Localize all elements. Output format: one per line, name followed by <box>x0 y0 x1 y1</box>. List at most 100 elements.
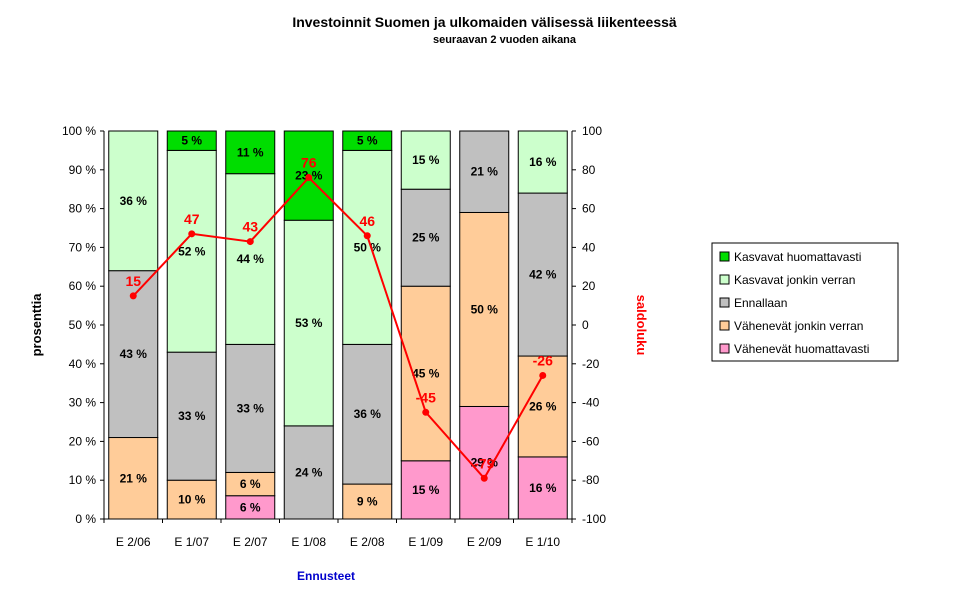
y-tick-label: 100 % <box>62 124 96 138</box>
bar-segment <box>225 343 276 473</box>
y2-tick-label: 60 <box>582 202 596 216</box>
bar-segment <box>400 188 451 287</box>
y-tick-label: 70 % <box>69 240 97 254</box>
saldo-point <box>305 174 313 182</box>
bar-data-label: 43 % <box>120 347 148 361</box>
y2-axis-title: saldoluku <box>634 295 649 356</box>
saldo-data-label: 46 <box>359 213 375 229</box>
y2-tick-label: -80 <box>582 473 600 487</box>
x-tick-label: E 2/06 <box>116 535 151 549</box>
legend-swatch <box>719 343 730 354</box>
saldo-data-label: 43 <box>242 219 258 235</box>
saldo-data-label: -45 <box>416 389 436 405</box>
chart-title: Investoinnit Suomen ja ulkomaiden välise… <box>292 14 677 30</box>
bar-segment <box>342 130 393 151</box>
bar-segment <box>166 130 217 151</box>
saldo-data-label: 47 <box>184 211 200 227</box>
bar-data-label: 52 % <box>178 244 206 258</box>
legend-swatch <box>719 251 730 262</box>
bar-data-label: 6 % <box>240 500 261 514</box>
bar-data-label: 53 % <box>295 316 323 330</box>
y-tick-label: 80 % <box>69 202 97 216</box>
saldo-point <box>480 474 488 482</box>
x-tick-label: E 2/09 <box>467 535 502 549</box>
saldo-point <box>363 232 371 240</box>
bar-segment <box>108 130 159 272</box>
chart-subtitle: seuraavan 2 vuoden aikana <box>432 34 577 46</box>
bar-segment <box>342 149 393 345</box>
saldo-point <box>422 408 430 416</box>
legend-box <box>711 242 899 362</box>
saldo-data-label: 15 <box>125 273 141 289</box>
legend-label: Ennallaan <box>734 296 787 310</box>
saldo-data-label: 76 <box>301 155 317 171</box>
bar-segment <box>342 343 393 485</box>
saldo-point <box>188 230 196 238</box>
bar-data-label: 6 % <box>240 477 261 491</box>
y-axis-title: prosenttia <box>29 293 44 357</box>
bar-data-label: 9 % <box>357 495 378 509</box>
y-tick-label: 40 % <box>69 357 97 371</box>
bar-data-label: 5 % <box>357 134 378 148</box>
legend-label: Vähenevät jonkin verran <box>734 319 863 333</box>
y2-tick-label: 40 <box>582 240 596 254</box>
bar-data-label: 24 % <box>295 465 323 479</box>
saldo-point <box>539 371 547 379</box>
saldo-point <box>246 238 254 246</box>
bar-data-label: 15 % <box>412 483 440 497</box>
bar-segment <box>225 130 276 175</box>
bar-data-label: 45 % <box>412 367 440 381</box>
y-tick-label: 50 % <box>69 318 97 332</box>
bar-segment <box>400 460 451 520</box>
y-tick-label: 90 % <box>69 163 97 177</box>
bar-segment <box>517 130 568 194</box>
legend-label: Kasvavat huomattavasti <box>734 250 861 264</box>
y-tick-label: 20 % <box>69 434 97 448</box>
bar-segment <box>517 192 568 357</box>
x-tick-label: E 1/07 <box>174 535 209 549</box>
bar-segment <box>225 173 276 345</box>
y2-tick-label: -40 <box>582 396 600 410</box>
x-tick-label: E 1/08 <box>291 535 326 549</box>
x-tick-label: E 1/09 <box>408 535 443 549</box>
y2-tick-label: -60 <box>582 434 600 448</box>
legend-swatch <box>719 320 730 331</box>
bar-segment <box>400 130 451 190</box>
bar-data-label: 26 % <box>529 399 557 413</box>
bar-segment <box>459 130 510 213</box>
bar-data-label: 21 % <box>120 471 148 485</box>
bar-data-label: 44 % <box>237 252 265 266</box>
x-tick-label: E 2/07 <box>233 535 268 549</box>
x-tick-label: E 2/08 <box>350 535 385 549</box>
y-tick-label: 0 % <box>75 512 96 526</box>
bar-segment <box>459 211 510 407</box>
x-tick-label: E 1/10 <box>525 535 560 549</box>
y2-tick-label: -20 <box>582 357 600 371</box>
bar-data-label: 36 % <box>120 194 148 208</box>
y2-tick-label: 20 <box>582 279 596 293</box>
saldo-point <box>129 292 137 300</box>
legend-label: Vähenevät huomattavasti <box>734 342 869 356</box>
legend-swatch <box>719 297 730 308</box>
y2-tick-label: -100 <box>582 512 606 526</box>
bar-data-label: 16 % <box>529 155 557 169</box>
bar-data-label: 33 % <box>237 401 265 415</box>
y-tick-label: 60 % <box>69 279 97 293</box>
saldo-data-label: -26 <box>533 352 553 368</box>
bar-data-label: 15 % <box>412 153 440 167</box>
bar-segment <box>108 437 159 520</box>
saldo-data-label: -79 <box>474 455 494 471</box>
bar-data-label: 21 % <box>471 165 499 179</box>
bar-data-label: 5 % <box>181 134 202 148</box>
bar-data-label: 16 % <box>529 481 557 495</box>
legend-swatch <box>719 274 730 285</box>
bar-segment <box>283 219 334 427</box>
saldo-line <box>132 176 544 480</box>
y-tick-label: 30 % <box>69 396 97 410</box>
y2-tick-label: 0 <box>582 318 589 332</box>
bar-data-label: 42 % <box>529 268 557 282</box>
x-axis-title: Ennusteet <box>297 569 355 583</box>
y2-tick-label: 100 <box>582 124 602 138</box>
bar-segment <box>517 456 568 520</box>
